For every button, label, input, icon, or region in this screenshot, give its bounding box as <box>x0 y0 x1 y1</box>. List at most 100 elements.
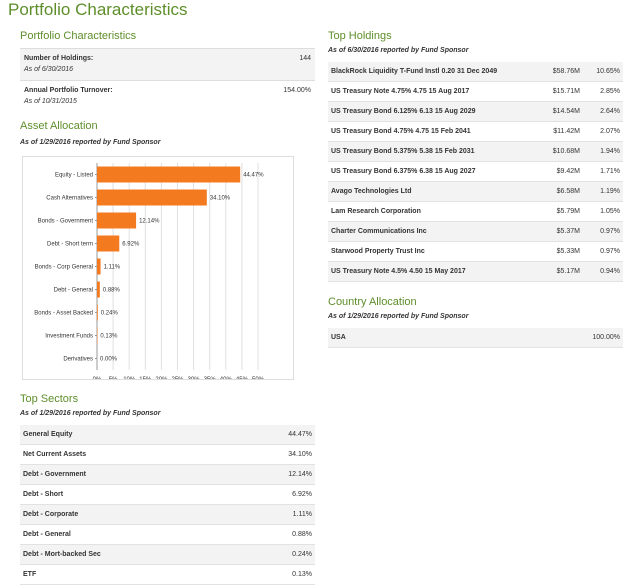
bar <box>97 258 101 275</box>
sector-row: Debt - Mort-backed Sec 0.24% <box>20 544 315 565</box>
bar <box>97 212 137 229</box>
holding-name: Lam Research Corporation <box>328 201 533 222</box>
x-tick-label: 30% <box>188 377 201 379</box>
asset-allocation-svg: 0% 5% 10%15%20%25% 30%35%40%45%50% Equity - … <box>34 163 265 379</box>
x-tick-label: 35% <box>204 377 217 379</box>
top-holdings-title: Top Holdings <box>328 30 392 42</box>
top-sectors-title: Top Sectors <box>20 393 79 405</box>
sector-row: General Equity 44.47% <box>20 425 315 445</box>
category-label: Bonds - Government <box>38 219 94 225</box>
holding-pct: 1.94% <box>583 141 623 162</box>
sector-row: ETF 0.13% <box>20 564 315 585</box>
holding-pct: 2.07% <box>583 121 623 142</box>
holding-row: BlackRock Liquidity T-Fund Instl 0.20 31… <box>328 62 623 82</box>
sector-pct: 0.88% <box>237 524 315 545</box>
bar <box>97 166 241 183</box>
sector-name: Debt - Government <box>20 464 238 485</box>
characteristics-title: Portfolio Characteristics <box>20 30 137 42</box>
country-pct: 100.00% <box>440 328 623 348</box>
sector-pct: 44.47% <box>237 425 315 445</box>
holding-name: US Treasury Bond 5.375% 5.38 15 Feb 2031 <box>328 141 533 162</box>
sector-name: ETF <box>20 564 238 585</box>
asset-allocation-chart: 0% 5% 10%15%20%25% 30%35%40%45%50% Equity - … <box>22 156 294 380</box>
x-tick-label: 50% <box>252 377 265 379</box>
top-holdings-asof: As of 6/30/2016 reported by Fund Sponsor <box>328 47 469 54</box>
holding-value: $5.17M <box>533 261 583 282</box>
bar-value-label: 0.00% <box>100 357 118 363</box>
x-tick-label: 10% <box>123 377 136 379</box>
holding-pct: 1.05% <box>583 201 623 222</box>
x-tick-label: 45% <box>236 377 249 379</box>
category-label: Bonds - Corp General <box>35 265 93 271</box>
page-title: Portfolio Characteristics <box>8 0 188 19</box>
sector-pct: 0.24% <box>237 544 315 565</box>
country-allocation-title: Country Allocation <box>328 296 417 308</box>
holding-pct: 2.64% <box>583 101 623 122</box>
bar-value-label: 34.10% <box>210 196 231 202</box>
sector-row: Net Current Assets 34.10% <box>20 444 315 465</box>
turnover-value: 154.00% <box>283 87 311 94</box>
holding-row: Charter Communications Inc $5.37M 0.97% <box>328 221 623 242</box>
category-label: Cash Alternatives <box>46 196 93 202</box>
bar <box>97 189 207 206</box>
sector-name: General Equity <box>20 425 238 445</box>
holding-value: $15.71M <box>533 81 583 102</box>
holding-value: $6.58M <box>533 181 583 202</box>
holding-pct: 0.97% <box>583 241 623 262</box>
bar <box>97 281 100 298</box>
bar-value-label: 1.11% <box>104 265 121 271</box>
sector-row: Debt - Corporate 1.11% <box>20 504 315 525</box>
top-holdings-table: BlackRock Liquidity T-Fund Instl 0.20 31… <box>328 62 623 282</box>
sector-name: Debt - Mort-backed Sec <box>20 544 238 565</box>
holding-row: US Treasury Note 4.75% 4.75 15 Aug 2017 $… <box>328 81 623 102</box>
turnover-date: As of 10/31/2015 <box>24 98 77 105</box>
holding-value: $58.76M <box>533 62 583 82</box>
holding-value: $5.79M <box>533 201 583 222</box>
top-sectors-asof: As of 1/29/2016 reported by Fund Sponsor <box>20 410 161 417</box>
category-label: Investment Funds <box>45 334 93 340</box>
holding-row: US Treasury Note 4.5% 4.50 15 May 2017 $5… <box>328 261 623 282</box>
holding-name: Avago Technologies Ltd <box>328 181 533 202</box>
country-name: USA <box>328 328 441 348</box>
sector-pct: 12.14% <box>237 464 315 485</box>
x-tick-label: 25% <box>171 377 184 379</box>
holdings-row: Number of Holdings: 144 As of 6/30/2016 <box>20 48 315 80</box>
sector-pct: 0.13% <box>237 564 315 585</box>
characteristics-block: Number of Holdings: 144 As of 6/30/2016 … <box>20 48 315 113</box>
category-label: Equity - Listed <box>55 173 93 179</box>
bar-value-label: 0.24% <box>101 311 119 317</box>
x-tick-label: 15% <box>139 377 152 379</box>
holding-value: $5.33M <box>533 241 583 262</box>
country-row: USA 100.00% <box>328 328 623 348</box>
holding-pct: 1.19% <box>583 181 623 202</box>
holding-name: US Treasury Bond 6.375% 6.38 15 Aug 2027 <box>328 161 533 182</box>
holding-name: BlackRock Liquidity T-Fund Instl 0.20 31… <box>328 62 533 82</box>
holding-value: $14.54M <box>533 101 583 122</box>
turnover-row: Annual Portfolio Turnover: 154.00% As of… <box>20 80 315 113</box>
asset-allocation-asof: As of 1/29/2016 reported by Fund Sponsor <box>20 139 161 146</box>
sector-name: Net Current Assets <box>20 444 238 465</box>
holding-pct: 2.85% <box>583 81 623 102</box>
bar <box>97 235 120 252</box>
holdings-date: As of 6/30/2016 <box>24 66 74 73</box>
holding-name: US Treasury Note 4.75% 4.75 15 Aug 2017 <box>328 81 533 102</box>
holdings-value: 144 <box>299 55 311 62</box>
holding-row: Lam Research Corporation $5.79M 1.05% <box>328 201 623 222</box>
sector-row: Debt - Government 12.14% <box>20 464 315 485</box>
holding-name: Charter Communications Inc <box>328 221 533 242</box>
holding-name: US Treasury Note 4.5% 4.50 15 May 2017 <box>328 261 533 282</box>
country-allocation-asof: As of 1/29/2016 reported by Fund Sponsor <box>328 313 469 320</box>
category-label: Bonds - Asset Backed <box>34 311 93 317</box>
holding-name: Starwood Property Trust Inc <box>328 241 533 262</box>
asset-allocation-title: Asset Allocation <box>20 120 98 132</box>
holding-row: US Treasury Bond 5.375% 5.38 15 Feb 2031… <box>328 141 623 162</box>
country-allocation-table: USA 100.00% <box>328 328 623 348</box>
category-label: Derivatives <box>63 357 93 363</box>
holding-name: US Treasury Bond 4.75% 4.75 15 Feb 2041 <box>328 121 533 142</box>
holding-row: US Treasury Bond 6.125% 6.13 15 Aug 2029… <box>328 101 623 122</box>
holding-row: Avago Technologies Ltd $6.58M 1.19% <box>328 181 623 202</box>
holding-row: US Treasury Bond 6.375% 6.38 15 Aug 2027… <box>328 161 623 182</box>
holding-name: US Treasury Bond 6.125% 6.13 15 Aug 2029 <box>328 101 533 122</box>
holding-pct: 0.94% <box>583 261 623 282</box>
category-label: Debt - Short term <box>47 242 93 248</box>
